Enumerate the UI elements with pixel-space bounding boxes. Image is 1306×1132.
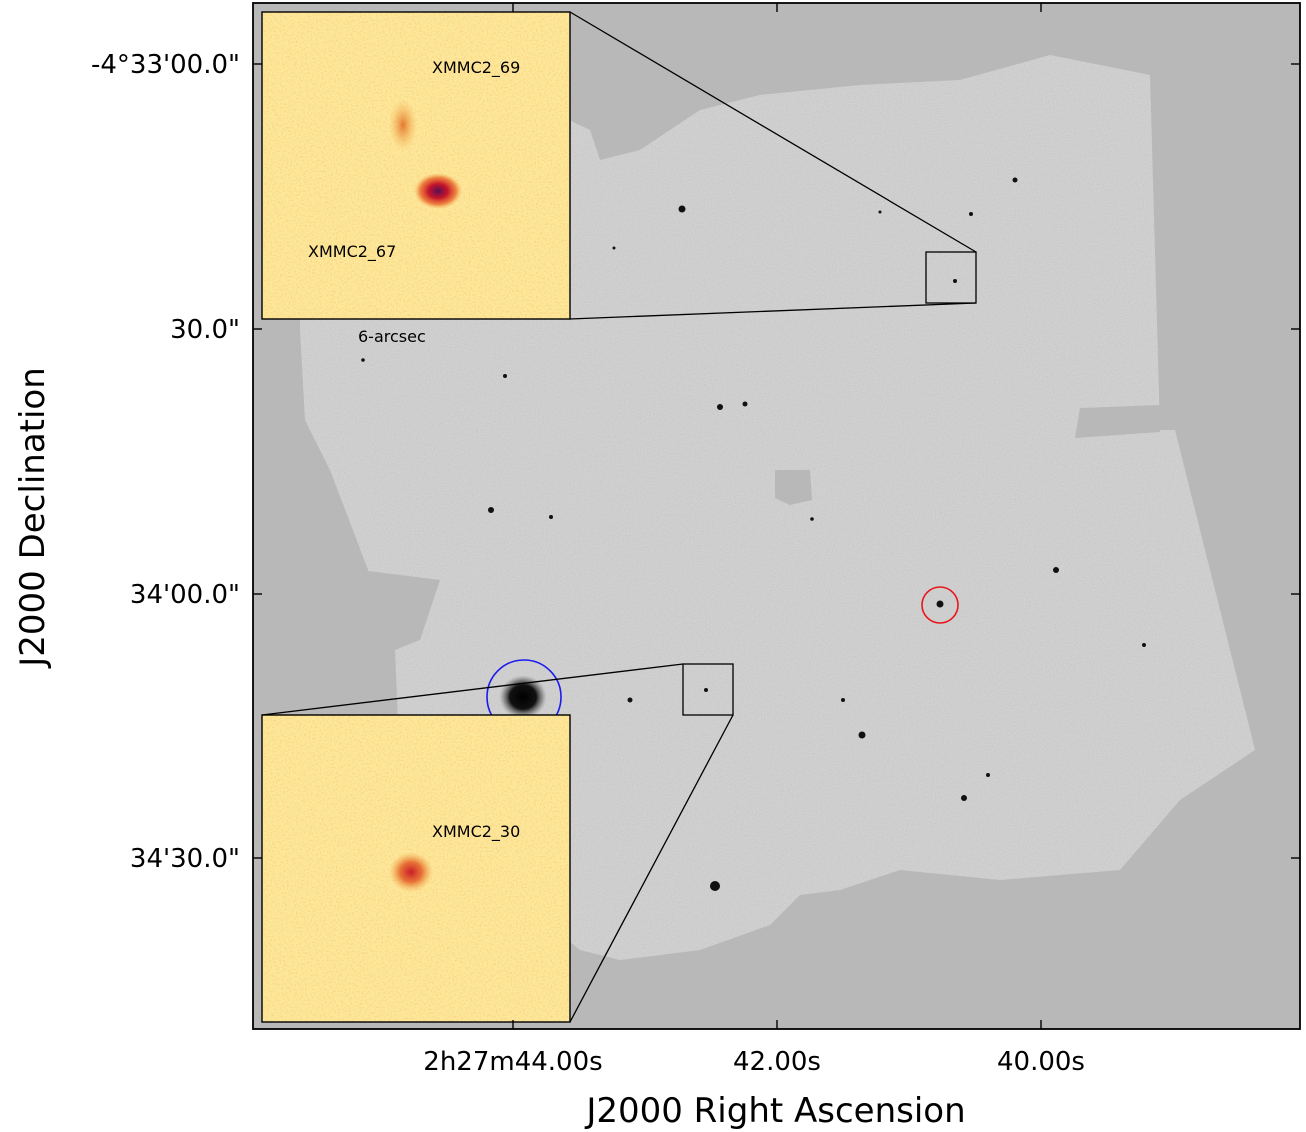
point-source [841,698,845,702]
zoom-box-bottom [682,663,734,716]
source-markers [361,177,1146,891]
inset-top: XMMC2_69 XMMC2_67 [261,11,571,320]
point-source [549,515,553,519]
point-source [936,600,944,608]
y-axis-title: J2000 Declination [13,367,53,669]
mosaic-gap [360,570,440,650]
connector-line [569,714,734,1023]
point-source [878,210,882,214]
red-circle-marker [921,586,959,624]
point-source [717,404,723,410]
source-xmmc2-69 [389,99,417,151]
point-source [1053,567,1059,573]
connector-line [261,663,684,716]
y-tick-label: 30.0" [170,315,240,345]
zoom-box-top [925,251,977,304]
point-source [986,773,990,777]
connector-line [569,302,977,320]
point-source [627,697,633,703]
y-tick-label: 34'30.0" [130,844,240,874]
x-tick-label: 40.00s [997,1047,1085,1077]
point-source [969,212,973,216]
mosaic-gap [775,470,812,505]
point-source [961,795,967,801]
connector-line [569,11,977,253]
x-axis-title: J2000 Right Ascension [584,1091,965,1131]
scale-label: 6-arcsec [358,327,426,346]
point-source [1142,643,1146,647]
inset-label: XMMC2_30 [432,822,520,842]
point-source [742,401,748,407]
source-xmmc2-67 [414,173,462,209]
inset-label: XMMC2_67 [308,242,396,262]
point-source [858,731,866,739]
point-source [612,246,616,250]
point-source [1012,177,1018,183]
source-xmmc2-30 [389,852,433,892]
y-tick-label: 34'00.0" [130,580,240,610]
y-tick-label: -4°33'00.0" [91,50,240,80]
point-source [953,279,957,283]
point-source [678,205,686,213]
point-source [361,358,365,362]
inset-bottom: XMMC2_30 [261,714,571,1023]
inset-label: XMMC2_69 [432,58,520,78]
point-source [810,517,814,521]
point-source [488,507,494,513]
x-tick-label: 2h27m44.00s [423,1047,602,1077]
point-source [710,881,720,891]
axis-ticks [253,3,1300,1029]
x-tick-label: 42.00s [733,1047,821,1077]
point-source [704,688,708,692]
point-source [503,374,507,378]
bright-star [499,675,547,719]
mosaic-gap [1075,405,1160,438]
